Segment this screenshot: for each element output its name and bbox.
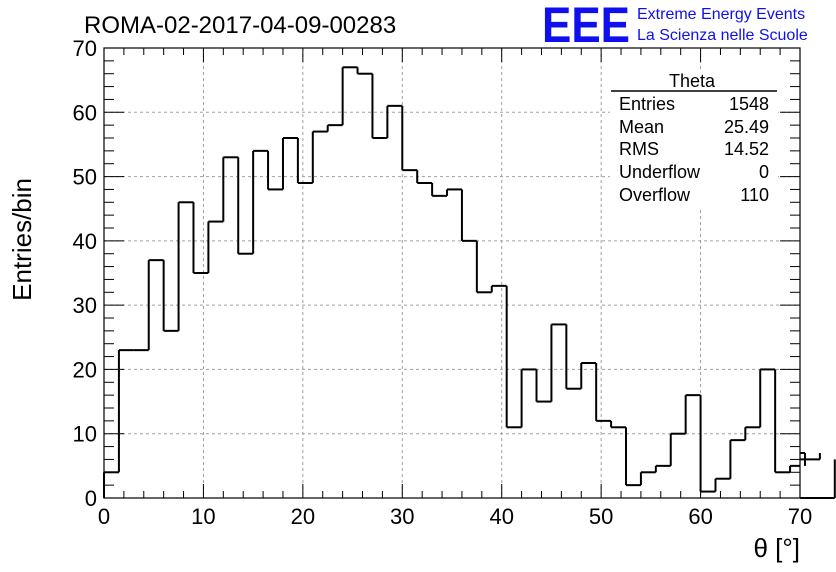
histogram-line xyxy=(103,66,836,499)
y-tick-label: 40 xyxy=(73,229,97,254)
eee-logo-mark: EEE xyxy=(542,0,630,53)
chart-title: ROMA-02-2017-04-09-00283 xyxy=(84,12,396,39)
eee-logo-line2: La Scienza nelle Scuole xyxy=(637,27,808,44)
y-tick-label: 50 xyxy=(73,165,97,190)
y-tick-label: 70 xyxy=(73,36,97,61)
stats-overflow-value: 110 xyxy=(740,185,769,205)
plot-frame-rect xyxy=(103,47,801,499)
stats-underflow-value: 0 xyxy=(759,162,769,182)
y-tick-label: 10 xyxy=(73,422,97,447)
y-tick-label: 0 xyxy=(85,486,97,511)
stats-box-background xyxy=(610,72,778,208)
stats-rms-label: RMS xyxy=(619,139,659,159)
x-tick-label: 20 xyxy=(291,504,315,529)
y-tick-label: 60 xyxy=(73,100,97,125)
stats-rms-value: 14.52 xyxy=(724,139,769,159)
plot-frame xyxy=(103,47,801,499)
x-tick-label: 30 xyxy=(390,504,414,529)
stats-mean-value: 25.49 xyxy=(724,117,769,137)
stats-mean-label: Mean xyxy=(619,117,664,137)
y-tick-label: 20 xyxy=(73,357,97,382)
stats-box: Theta Entries 1548 Mean 25.49 RMS 14.52 … xyxy=(610,71,778,208)
tick-labels: 0 10 20 30 40 50 60 70 0 10 20 30 40 50 60 70 xyxy=(73,36,813,529)
stats-overflow-label: Overflow xyxy=(619,185,691,205)
stats-underflow-label: Underflow xyxy=(619,162,701,182)
stats-entries-label: Entries xyxy=(619,94,675,114)
x-tick-label: 0 xyxy=(98,504,110,529)
x-tick-label: 10 xyxy=(191,504,215,529)
x-tick-label: 60 xyxy=(688,504,712,529)
x-tick-label: 70 xyxy=(788,504,812,529)
stats-box-title: Theta xyxy=(669,71,716,91)
stats-entries-value: 1548 xyxy=(729,94,769,114)
y-tick-label: 30 xyxy=(73,293,97,318)
x-tick-label: 50 xyxy=(589,504,613,529)
x-axis-label: θ [°] xyxy=(753,533,800,563)
axis-ticks xyxy=(103,47,801,499)
x-tick-label: 40 xyxy=(489,504,513,529)
y-axis-label: Entries/bin xyxy=(7,178,37,301)
eee-logo-line1: Extreme Energy Events xyxy=(637,6,805,23)
